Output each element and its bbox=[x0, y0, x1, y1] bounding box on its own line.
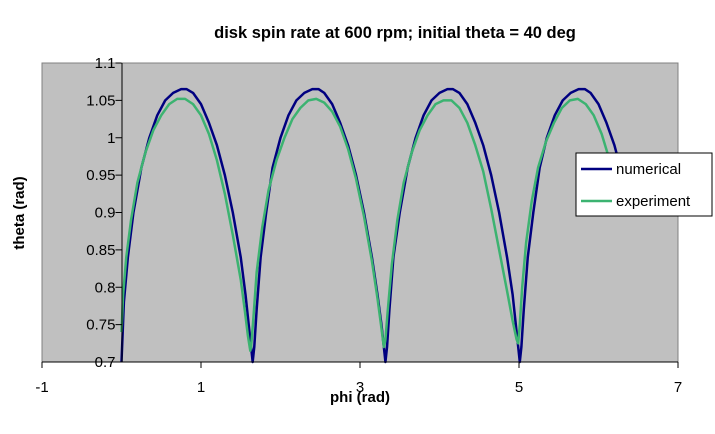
x-tick-label: -1 bbox=[35, 379, 48, 396]
tick-labels-layer: 0.7 0.75 0.8 0.85 0.9 0.95 1 1.05 1.1 -1 1 3 5 7 bbox=[35, 55, 682, 396]
y-axis-label: theta (rad) bbox=[11, 176, 28, 249]
x-tick-label: 1 bbox=[197, 379, 205, 396]
y-tick-label: 0.95 bbox=[86, 167, 115, 184]
ticks-layer bbox=[41, 62, 679, 368]
chart-title: disk spin rate at 600 rpm; initial theta… bbox=[214, 24, 576, 42]
series-layer bbox=[120, 87, 624, 364]
series-line-experiment bbox=[120, 97, 624, 353]
y-tick-label: 0.75 bbox=[86, 317, 115, 334]
x-axis-label: phi (rad) bbox=[330, 389, 390, 406]
y-tick-label: 0.7 bbox=[95, 354, 116, 371]
y-tick-label: 0.9 bbox=[95, 205, 116, 222]
x-tick-label: 5 bbox=[515, 379, 523, 396]
legend-box bbox=[575, 152, 713, 217]
y-tick-label: 0.85 bbox=[86, 242, 115, 259]
y-tick-label: 0.8 bbox=[95, 279, 116, 296]
legend-label-experiment: experiment bbox=[616, 193, 691, 210]
plot-area bbox=[41, 62, 679, 363]
y-tick-label: 1.1 bbox=[95, 55, 116, 72]
legend-label-numerical: numerical bbox=[616, 161, 681, 178]
y-tick-label: 1.05 bbox=[86, 92, 115, 109]
y-tick-label: 1 bbox=[107, 130, 115, 147]
x-tick-label: 3 bbox=[356, 379, 364, 396]
x-tick-label: 7 bbox=[674, 379, 682, 396]
legend: numerical experiment bbox=[575, 152, 713, 217]
